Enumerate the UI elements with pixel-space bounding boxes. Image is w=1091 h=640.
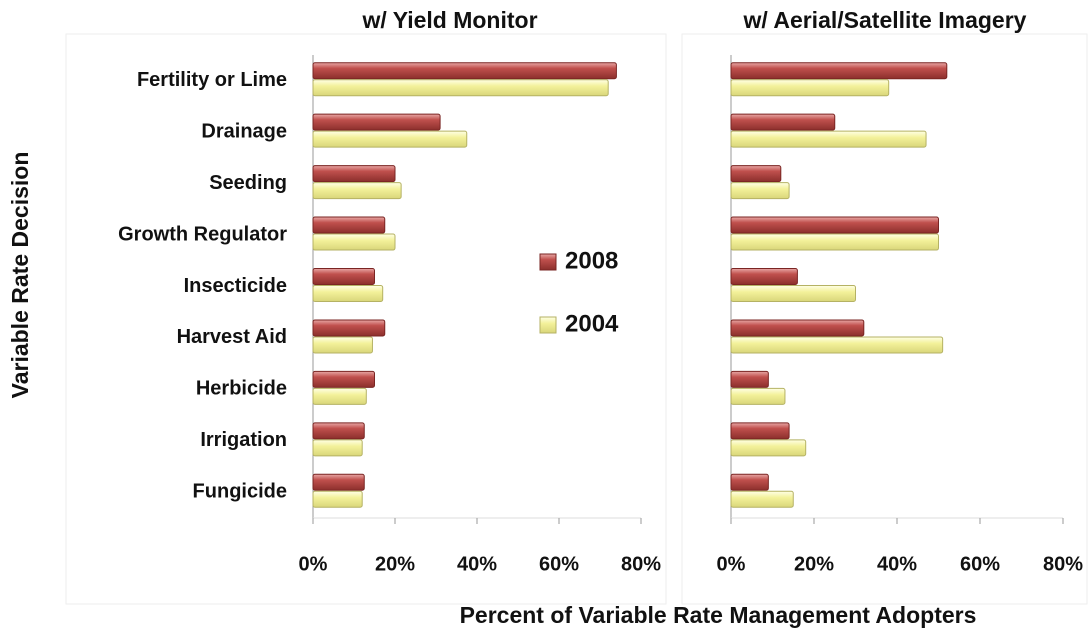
category-label: Herbicide bbox=[196, 378, 287, 400]
legend-label: 2008 bbox=[565, 247, 618, 274]
bar bbox=[312, 182, 402, 200]
bar bbox=[730, 268, 798, 285]
bar bbox=[312, 79, 609, 97]
bar bbox=[312, 370, 375, 388]
bar bbox=[312, 62, 617, 80]
bar bbox=[312, 113, 441, 131]
x-tick-label: 40% bbox=[877, 553, 917, 575]
category-label: Seeding bbox=[209, 172, 287, 194]
x-tick-label: 20% bbox=[794, 553, 834, 575]
category-label: Insecticide bbox=[184, 275, 287, 297]
legend-label: 2004 bbox=[565, 310, 619, 337]
bar bbox=[730, 216, 939, 234]
category-label: Fungicide bbox=[193, 481, 287, 503]
bar bbox=[730, 165, 782, 183]
chart-title: w/ Yield Monitor bbox=[361, 7, 537, 33]
bar bbox=[730, 439, 807, 457]
category-label: Drainage bbox=[201, 120, 287, 142]
legend-swatch bbox=[539, 253, 557, 271]
bar bbox=[312, 422, 365, 440]
bar bbox=[312, 490, 363, 508]
category-label: Growth Regulator bbox=[118, 223, 287, 245]
bar bbox=[312, 233, 396, 251]
bar bbox=[312, 130, 468, 148]
bar bbox=[730, 233, 939, 251]
bar bbox=[312, 439, 363, 457]
bar bbox=[730, 319, 865, 337]
bar bbox=[312, 268, 375, 285]
bar bbox=[312, 319, 386, 337]
legend-swatch bbox=[539, 316, 557, 334]
bar bbox=[312, 285, 384, 302]
bar bbox=[312, 336, 373, 354]
x-tick-label: 20% bbox=[375, 553, 415, 575]
bar bbox=[312, 165, 396, 183]
bar bbox=[730, 62, 948, 80]
bar bbox=[312, 387, 367, 405]
bar bbox=[730, 130, 927, 148]
category-label: Fertility or Lime bbox=[137, 69, 287, 91]
bar bbox=[730, 387, 786, 405]
x-tick-label: 80% bbox=[1043, 553, 1083, 575]
bar bbox=[730, 79, 890, 97]
x-tick-label: 0% bbox=[717, 553, 746, 575]
chart-title: w/ Aerial/Satellite Imagery bbox=[743, 7, 1027, 33]
x-tick-label: 80% bbox=[621, 553, 661, 575]
bar bbox=[730, 182, 790, 200]
bar bbox=[730, 422, 790, 440]
category-label: Irrigation bbox=[200, 429, 287, 451]
bar bbox=[730, 113, 836, 131]
x-tick-label: 40% bbox=[457, 553, 497, 575]
bar bbox=[730, 370, 769, 388]
bar bbox=[312, 216, 386, 234]
category-label: Harvest Aid bbox=[177, 326, 287, 348]
x-axis-label: Percent of Variable Rate Management Adop… bbox=[460, 602, 977, 628]
bar bbox=[730, 490, 794, 508]
x-tick-label: 60% bbox=[960, 553, 1000, 575]
bar bbox=[730, 473, 769, 491]
x-tick-label: 0% bbox=[299, 553, 328, 575]
y-axis-label: Variable Rate Decision bbox=[7, 152, 33, 399]
bar bbox=[730, 285, 856, 302]
bar bbox=[312, 473, 365, 491]
bar bbox=[730, 336, 944, 354]
x-tick-label: 60% bbox=[539, 553, 579, 575]
